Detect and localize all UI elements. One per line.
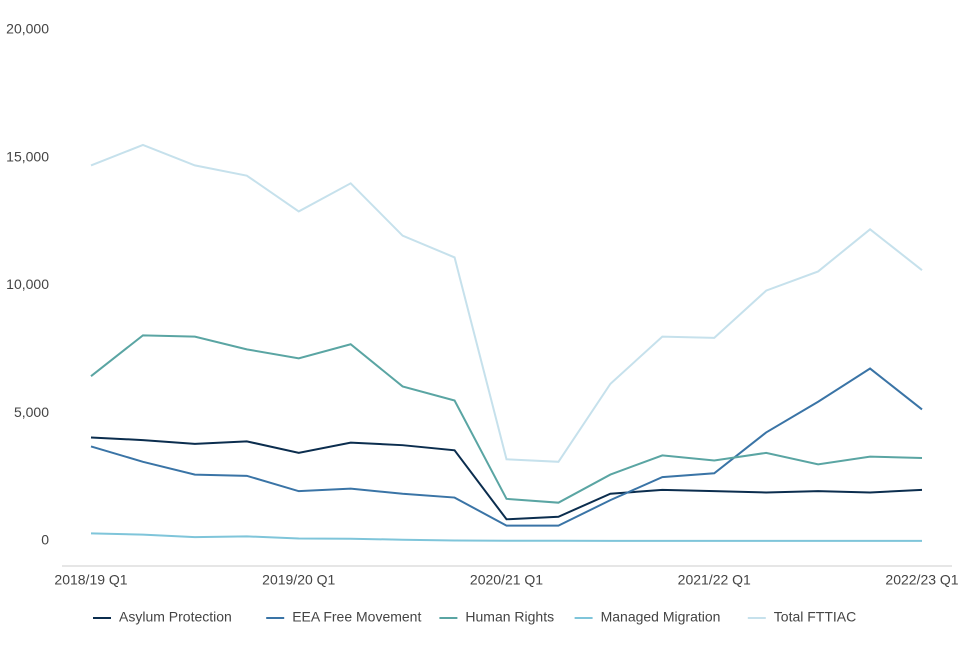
y-tick-label: 20,000 [6,21,49,37]
y-tick-label: 10,000 [6,276,49,292]
legend-label: Human Rights [465,609,554,625]
y-tick-label: 5,000 [14,404,49,420]
x-tick-label: 2020/21 Q1 [470,572,543,588]
series-line [90,436,923,521]
legend-label: Total FTTIAC [774,609,856,625]
x-tick-label: 2021/22 Q1 [678,572,751,588]
x-tick-label: 2018/19 Q1 [54,572,127,588]
legend-label: Asylum Protection [119,609,232,625]
series-line [90,143,923,463]
series-line [90,367,923,527]
y-tick-label: 0 [41,532,49,548]
series-line [90,334,923,504]
legend-label: EEA Free Movement [292,609,421,625]
series-line [90,532,922,542]
x-tick-label: 2022/23 Q1 [885,572,958,588]
x-tick-label: 2019/20 Q1 [262,572,335,588]
legend-label: Managed Migration [601,609,721,625]
y-tick-label: 15,000 [6,148,49,164]
